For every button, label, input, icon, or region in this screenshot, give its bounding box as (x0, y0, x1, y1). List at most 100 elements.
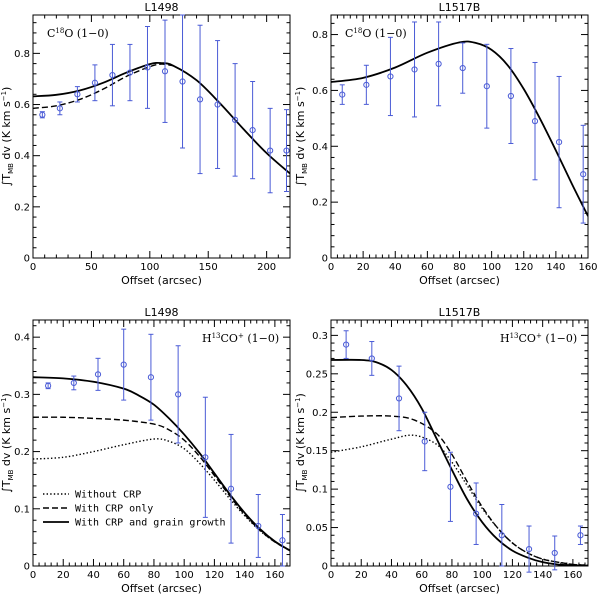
data-point (525, 545, 533, 553)
y-tick-label: 0.4 (14, 333, 30, 344)
chart-panel-3: L1498 0 20 40 60 80 100 120 140 160 0 0.1 0.2 0.3 0.4 O… (0, 306, 291, 595)
x-tick-label: 140 (235, 570, 254, 581)
x-axis-label: Offset (arcsec) (419, 274, 500, 287)
model-curves (331, 358, 588, 566)
legend-label: With CRP and grain growth (75, 518, 226, 529)
data-point (126, 69, 134, 76)
y-tick-label: 0.4 (312, 142, 328, 153)
x-tick-label: 60 (117, 570, 130, 581)
x-tick-label: 120 (503, 570, 522, 581)
y-axis-label: ∫TMB dv (K km s−1) (294, 393, 309, 493)
data-point (91, 79, 99, 86)
data-point (555, 138, 563, 146)
y-tick-label: 0.2 (14, 202, 30, 213)
y-tick-label: 0.1 (14, 504, 30, 515)
y-tick-label: 0 (322, 254, 328, 265)
y-axis-label: ∫TMB dv (K km s−1) (294, 87, 309, 187)
transition-annotation: H13CO+ (1−0) (202, 332, 279, 345)
series-solid-line (331, 358, 588, 566)
x-tick-label: 40 (385, 570, 398, 581)
data-point (343, 341, 350, 348)
x-tick-label: 100 (140, 262, 159, 273)
data-point (196, 96, 204, 103)
data-point (387, 73, 394, 80)
x-tick-label: 0 (30, 570, 36, 581)
data-point (74, 91, 81, 98)
chart-title: L1517B (439, 1, 481, 14)
series-dashed-line (33, 416, 290, 552)
data-point (447, 483, 454, 490)
y-tick-label: 0 (322, 562, 328, 573)
data-point (202, 454, 209, 461)
legend-label: Without CRP (75, 490, 141, 501)
y-tick-label: 0.6 (14, 100, 30, 111)
data-point (580, 171, 587, 178)
x-tick-label: 160 (578, 262, 597, 273)
y-tick-label: 0.4 (14, 151, 30, 162)
legend: Without CRP With CRP only With CRP and gra… (43, 490, 226, 529)
y-tick-label: 0.3 (14, 390, 30, 401)
chart-panel-1: L1498 0 50 100 150 200 0 0.2 0.4 0.6 0.8 Offset (ar… (0, 1, 291, 287)
y-tick-label: 0.2 (312, 408, 328, 419)
data-point (279, 537, 286, 544)
observations (39, 14, 290, 194)
y-tick-label: 0 (24, 254, 30, 265)
series-solid-line (331, 40, 588, 217)
series-dashed-line (33, 63, 174, 110)
data-point (147, 374, 155, 381)
transition-annotation: H13CO+ (1−0) (500, 332, 577, 345)
x-tick-label: 0 (328, 262, 334, 273)
data-point (109, 72, 116, 79)
chart-title: L1517B (439, 306, 481, 319)
x-tick-label: 60 (421, 262, 434, 273)
data-point (411, 66, 418, 73)
data-point (577, 532, 584, 539)
x-tick-label: 0 (30, 262, 36, 273)
x-tick-label: 80 (148, 570, 161, 581)
y-tick-label: 0.6 (312, 86, 328, 97)
x-tick-label: 160 (563, 570, 582, 581)
x-axis-label: Offset (arcsec) (121, 582, 202, 595)
observations (339, 21, 587, 224)
y-tick-label: 0.3 (312, 331, 328, 342)
y-tick-label: 0 (24, 562, 30, 573)
x-tick-label: 40 (389, 262, 402, 273)
data-point (339, 91, 346, 98)
y-tick-label: 0.8 (14, 49, 30, 60)
x-tick-label: 0 (328, 570, 334, 581)
data-point (267, 147, 274, 154)
data-point (214, 101, 221, 108)
chart-panel-2: L1517B 0 20 40 60 80 100 120 140 160 0 0.2 0.4 0.6 0.8… (294, 1, 598, 287)
x-tick-label: 100 (473, 570, 492, 581)
data-point (283, 147, 290, 154)
data-point (70, 379, 77, 387)
x-tick-label: 20 (355, 570, 368, 581)
plot-frame (32, 319, 291, 567)
model-curves (331, 40, 588, 217)
data-point (161, 68, 169, 75)
legend-label: With CRP only (75, 504, 153, 515)
x-axis-label: Offset (arcsec) (121, 274, 202, 287)
data-point (56, 105, 63, 112)
data-point (45, 382, 52, 389)
data-point (363, 81, 370, 88)
y-tick-label: 0.05 (306, 523, 328, 534)
data-point (94, 371, 102, 378)
y-tick-label: 0.25 (306, 369, 328, 380)
chart-title: L1498 (144, 306, 178, 319)
y-axis-label: ∫TMB dv (K km s−1) (0, 87, 15, 187)
y-tick-label: 0.2 (312, 198, 328, 209)
x-tick-label: 140 (533, 570, 552, 581)
series-dashed-line (331, 415, 588, 566)
y-tick-label: 0.8 (312, 30, 328, 41)
data-point (395, 395, 403, 402)
transition-annotation: C18O (1−0) (47, 27, 109, 40)
data-point (498, 532, 505, 539)
data-point (551, 549, 558, 557)
y-tick-label: 0.1 (312, 485, 328, 496)
data-point (459, 64, 466, 72)
y-tick-label: 0.2 (14, 447, 30, 458)
data-point (507, 92, 514, 100)
x-tick-label: 60 (415, 570, 428, 581)
